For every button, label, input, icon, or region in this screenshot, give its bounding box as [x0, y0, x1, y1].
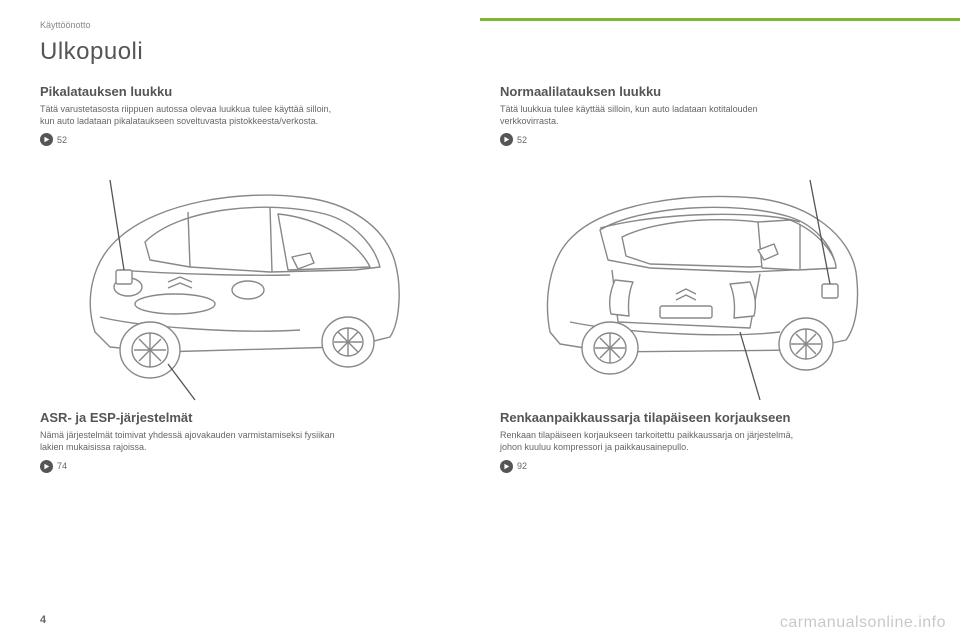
page-number: 4 [40, 614, 46, 626]
heading-tyre-kit: Renkaanpaikkaussarja tilapäiseen korjauk… [500, 410, 920, 425]
right-column: Normaalilatauksen luukku Tätä luukkua tu… [500, 84, 920, 479]
accent-bar [480, 18, 960, 21]
heading-fast-charge: Pikalatauksen luukku [40, 84, 460, 99]
pageref-num: 52 [517, 135, 527, 145]
play-icon [40, 133, 53, 146]
play-icon [500, 460, 513, 473]
pageref-normal-charge: 52 [500, 133, 920, 146]
body-normal-charge: Tätä luukkua tulee käyttää silloin, kun … [500, 103, 800, 127]
left-column: Pikalatauksen luukku Tätä varustetasosta… [40, 84, 460, 479]
body-asr-esp: Nämä järjestelmät toimivat yhdessä ajova… [40, 429, 340, 453]
pageref-asr-esp: 74 [40, 460, 460, 473]
car-front-illustration [40, 152, 440, 402]
heading-normal-charge: Normaalilatauksen luukku [500, 84, 920, 99]
heading-asr-esp: ASR- ja ESP-järjestelmät [40, 410, 460, 425]
pageref-tyre-kit: 92 [500, 460, 920, 473]
page-title: Ulkopuoli [40, 38, 920, 66]
watermark: carmanualsonline.info [780, 614, 946, 632]
pageref-num: 74 [57, 461, 67, 471]
body-tyre-kit: Renkaan tilapäiseen korjaukseen tarkoite… [500, 429, 800, 453]
car-rear-illustration [500, 152, 900, 402]
play-icon [500, 133, 513, 146]
breadcrumb: Käyttöönotto [40, 20, 920, 30]
play-icon [40, 460, 53, 473]
pageref-num: 92 [517, 461, 527, 471]
body-fast-charge: Tätä varustetasosta riippuen autossa ole… [40, 103, 340, 127]
pageref-num: 52 [57, 135, 67, 145]
pageref-fast-charge: 52 [40, 133, 460, 146]
